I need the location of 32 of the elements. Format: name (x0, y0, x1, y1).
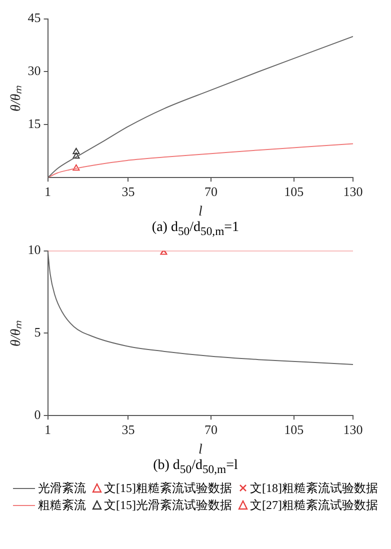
text: (b) d$_{50}$/d$_{50,m}$=l (152, 458, 239, 478)
x-tick-label: 70 (204, 184, 218, 199)
y-tick-label: 5 (34, 324, 41, 340)
y-tick-label: 10 (28, 242, 41, 258)
x-axis-title: l (198, 204, 202, 220)
y-tick-label: 45 (28, 10, 41, 26)
legend-label: 光滑紊流 (38, 480, 86, 497)
x-tick-label: 1 (44, 184, 52, 199)
point (72, 164, 80, 171)
y-tick-label: 15 (28, 116, 41, 132)
x-tick-label: 105 (284, 422, 304, 437)
x-tick-label: 130 (343, 184, 363, 199)
x-tick-label: 35 (122, 422, 135, 437)
legend-label: 文[27]粗糙紊流试验数据 (250, 496, 378, 514)
y-axis-title: θ/θₘ (9, 84, 24, 112)
x-axis-title: l (198, 442, 202, 458)
legend-label: 文[18]粗糙紊流试验数据 (250, 480, 378, 497)
y-tick-label: 30 (28, 63, 41, 78)
point (72, 148, 80, 154)
x-tick-label: 130 (343, 422, 363, 437)
y-axis-title: θ/θₘ (9, 320, 24, 346)
x-tick-label: 70 (204, 422, 218, 437)
x-tick-label: 35 (122, 184, 135, 199)
legend-label: 文[15]光滑紊流试验数据 (104, 496, 232, 514)
x-tick-label: 105 (284, 184, 304, 199)
line-series (48, 250, 353, 365)
legend-label: 粗糙紊流 (38, 496, 86, 514)
point (72, 152, 80, 159)
legend-label: 文[15]粗糙紊流试验数据 (104, 480, 232, 497)
x-tick-label: 1 (44, 422, 52, 437)
y-tick-label: 0 (34, 406, 41, 422)
text: (a) d$_{50}$/d$_{50,m}$=1 (150, 220, 240, 240)
